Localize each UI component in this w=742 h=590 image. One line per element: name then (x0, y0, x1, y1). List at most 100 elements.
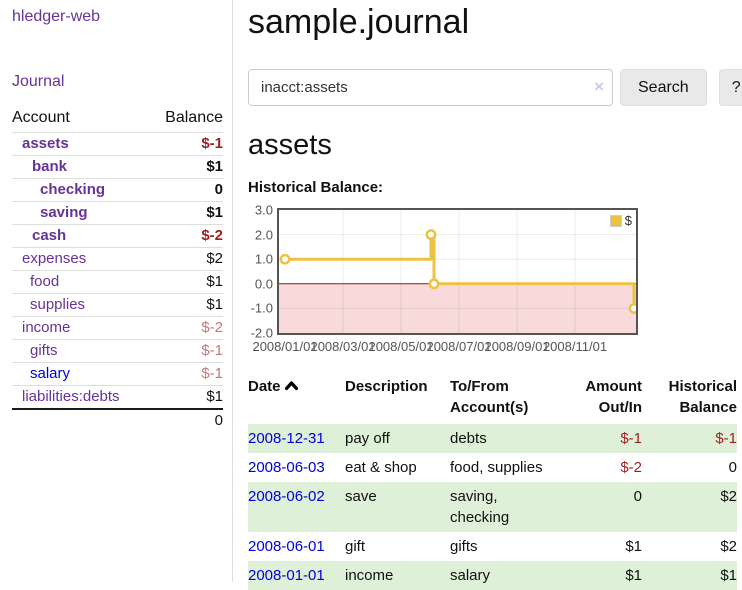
y-tick-label: 2.0 (254, 227, 273, 243)
chart-heading: Historical Balance: (248, 179, 384, 196)
account-link-supplies[interactable]: supplies (30, 296, 86, 313)
accounts-column-header: To/From Account(s) (450, 378, 529, 416)
transaction-amount: $-1 (562, 424, 642, 453)
page-title: sample.journal (248, 3, 470, 41)
account-balance: $1 (149, 155, 223, 179)
transaction-balance: $1 (642, 561, 737, 590)
account-link-income[interactable]: income (22, 319, 71, 336)
legend-label: $ (624, 213, 632, 228)
transaction-accounts: saving, checking (450, 482, 562, 532)
search-bar: × Search ? (248, 69, 742, 106)
transaction-accounts: gifts (450, 538, 478, 555)
transaction-amount: 0 (562, 482, 642, 532)
transaction-accounts: debts (450, 424, 562, 453)
account-balance: $-2 (149, 316, 223, 340)
account-balance: $-1 (149, 132, 223, 156)
transaction-accounts: food, supplies (450, 459, 543, 476)
account-row: salary $-1 (12, 362, 223, 386)
description-column-header: Description (345, 378, 428, 395)
transaction-description: pay off (345, 424, 450, 453)
transaction-row: 2008-01-01 income salary $1 $1 (248, 561, 737, 590)
account-balance: $-2 (149, 224, 223, 248)
y-tick-label: -2.0 (250, 325, 273, 341)
account-link-gifts[interactable]: gifts (30, 342, 58, 359)
x-tick-label: 2008/11/01 (542, 339, 608, 354)
x-tick-label: 2008/01/01 (252, 339, 318, 354)
transaction-date-link[interactable]: 2008-06-01 (248, 538, 325, 555)
date-column-header[interactable]: Date (248, 376, 345, 424)
account-row: assets $-1 (12, 132, 223, 156)
accounts-total-row: 0 (12, 408, 223, 432)
data-point-markers (279, 229, 636, 314)
account-balance: 0 (149, 178, 223, 202)
transactions-table: Date Description To/From Account(s) Amou… (248, 376, 737, 590)
account-row: liabilities:debts $1 (12, 385, 223, 409)
negative-region (279, 283, 636, 333)
x-tick-label: 2008/07/01 (426, 339, 492, 354)
sidebar-item-journal[interactable]: Journal (12, 73, 65, 90)
y-tick-label: -1.0 (250, 300, 273, 316)
account-balance: $1 (149, 293, 223, 317)
brand-link[interactable]: hledger-web (12, 8, 101, 25)
accounts-total-balance: 0 (149, 408, 223, 432)
balance-column-header: Historical Balance (668, 378, 737, 416)
account-heading: assets (248, 129, 332, 161)
account-row: income $-2 (12, 316, 223, 340)
amount-column-header: Amount Out/In (585, 378, 642, 416)
account-balance: $2 (149, 247, 223, 271)
help-button[interactable]: ? (718, 69, 742, 106)
account-row: expenses $2 (12, 247, 223, 271)
x-tick-label: 2008/05/01 (368, 339, 434, 354)
transactions-header-row: Date Description To/From Account(s) Amou… (248, 376, 737, 424)
account-row: checking 0 (12, 178, 223, 202)
account-link-saving[interactable]: saving (40, 204, 88, 221)
accounts-balance-table: Account Balance assets $-1 bank $1 check… (12, 106, 223, 432)
account-link-expenses[interactable]: expenses (22, 250, 87, 267)
account-link-cash[interactable]: cash (32, 227, 67, 244)
y-tick-label: 0.0 (254, 276, 273, 292)
historical-balance-chart: 3.0 2.0 1.0 0.0 -1.0 -2.0 (248, 204, 742, 360)
transaction-amount: $1 (562, 561, 642, 590)
account-balance: $1 (149, 270, 223, 294)
transaction-row: 2008-06-03 eat & shop food, supplies $-2… (248, 453, 737, 482)
x-tick-label: 2008/03/01 (310, 339, 376, 354)
transaction-description: income (345, 561, 450, 590)
account-link-salary[interactable]: salary (30, 365, 71, 382)
account-row: saving $1 (12, 201, 223, 225)
transaction-row: 2008-06-01 gift gifts $1 $2 (248, 532, 737, 561)
transaction-date-link[interactable]: 2008-12-31 (248, 430, 325, 447)
account-link-assets[interactable]: assets (22, 135, 69, 152)
account-row: bank $1 (12, 155, 223, 179)
x-tick-label: 2008/09/01 (484, 339, 550, 354)
transaction-date-link[interactable]: 2008-06-02 (248, 488, 325, 505)
account-row: supplies $1 (12, 293, 223, 317)
account-column-header: Account (12, 109, 70, 126)
clear-search-icon[interactable]: × (594, 77, 604, 96)
chart-plot-area[interactable]: $ (277, 208, 638, 335)
transaction-balance: 0 (728, 459, 737, 476)
account-balance: $1 (149, 385, 223, 409)
transaction-balance: $2 (642, 482, 737, 532)
transaction-description: eat & shop (345, 459, 417, 476)
balance-column-header: Balance (165, 109, 223, 126)
account-balance: $1 (149, 201, 223, 225)
date-header-label: Date (248, 378, 281, 395)
sidebar: hledger-web Journal Account Balance asse… (0, 0, 233, 582)
transaction-balance: $2 (720, 538, 737, 555)
search-button[interactable]: Search (620, 69, 707, 106)
accounts-header-row: Account Balance (12, 106, 223, 133)
transaction-row: 2008-12-31 pay off debts $-1 $-1 (248, 424, 737, 453)
account-link-liabilities-debts[interactable]: liabilities:debts (22, 388, 120, 405)
account-balance: $-1 (149, 339, 223, 363)
y-tick-label: 3.0 (254, 202, 273, 218)
account-row: cash $-2 (12, 224, 223, 248)
transaction-date-link[interactable]: 2008-01-01 (248, 567, 325, 584)
account-link-food[interactable]: food (30, 273, 60, 290)
search-input[interactable] (248, 69, 613, 106)
account-link-bank[interactable]: bank (32, 158, 68, 175)
account-link-checking[interactable]: checking (40, 181, 106, 198)
transaction-accounts: salary (450, 561, 562, 590)
transaction-date-link[interactable]: 2008-06-03 (248, 459, 325, 476)
transaction-amount: $1 (625, 538, 642, 555)
chart-canvas (279, 210, 636, 333)
